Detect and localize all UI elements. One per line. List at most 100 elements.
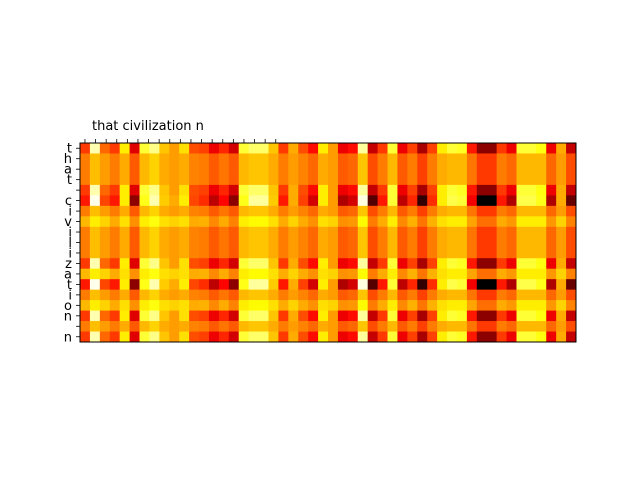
heatmap-cell [427, 237, 438, 249]
heatmap-cell [288, 321, 299, 332]
heatmap-cell [268, 143, 279, 154]
heatmap-cell [447, 258, 458, 270]
heatmap-cell [109, 184, 121, 196]
heatmap-cell [129, 205, 140, 217]
heatmap-cell [208, 321, 220, 332]
heatmap-cell [397, 247, 408, 259]
heatmap-cell [89, 195, 101, 207]
heatmap-cell [179, 174, 190, 186]
heatmap-cell [367, 268, 378, 280]
heatmap-cell [516, 163, 527, 175]
heatmap-cell [199, 195, 210, 207]
heatmap-cell [159, 174, 170, 186]
heatmap-cell [129, 321, 140, 332]
heatmap-cell [536, 279, 547, 291]
heatmap-cell [437, 226, 448, 238]
heatmap-cell [337, 174, 349, 186]
heatmap-cell [437, 289, 448, 301]
heatmap-cell [397, 143, 408, 154]
heatmap-cell [516, 268, 527, 280]
heatmap-cell [367, 184, 378, 196]
heatmap-cell [298, 258, 309, 270]
heatmap-cell [278, 226, 289, 238]
heatmap-cell [179, 163, 190, 175]
heatmap-cell [466, 184, 478, 196]
heatmap-cell [208, 279, 220, 291]
heatmap-cell [377, 268, 388, 280]
heatmap-cell [139, 226, 150, 238]
heatmap-cell [169, 237, 180, 249]
heatmap-cell [506, 247, 517, 259]
heatmap-cell [199, 310, 210, 322]
heatmap-cell [437, 331, 448, 343]
heatmap-cell [536, 174, 547, 186]
heatmap-cell [248, 258, 259, 270]
heatmap-cell [149, 226, 160, 238]
heatmap-cell [238, 163, 250, 175]
heatmap-cell [347, 237, 359, 249]
heatmap-cell [80, 268, 91, 280]
heatmap-cell [526, 153, 537, 165]
heatmap-cell [288, 205, 299, 217]
heatmap-cell [328, 163, 339, 175]
heatmap-cell [427, 184, 438, 196]
heatmap-cell [357, 247, 369, 259]
heatmap-cell [556, 216, 567, 228]
heatmap-cell [298, 279, 309, 291]
heatmap-cell [139, 153, 150, 165]
heatmap-cell [179, 268, 190, 280]
heatmap-cell [506, 279, 517, 291]
heatmap-cell [149, 247, 160, 259]
heatmap-cell [367, 195, 378, 207]
heatmap-cell [476, 237, 488, 249]
heatmap-cell [407, 205, 418, 217]
heatmap-cell [99, 226, 111, 238]
heatmap-cell [496, 143, 507, 154]
heatmap-cell [427, 205, 438, 217]
heatmap-cell [189, 300, 200, 311]
heatmap-cell [298, 289, 309, 301]
heatmap-cell [447, 331, 458, 343]
heatmap-cell [149, 310, 160, 322]
heatmap-cell [546, 321, 557, 332]
heatmap-cell [328, 174, 339, 186]
heatmap-cell [526, 247, 537, 259]
heatmap-cell [119, 258, 130, 270]
heatmap-cell [258, 195, 269, 207]
heatmap-cell [159, 247, 170, 259]
heatmap-cell [99, 163, 111, 175]
heatmap-cell [486, 216, 498, 228]
heatmap-cell [89, 279, 101, 291]
heatmap-cell [516, 289, 527, 301]
heatmap-cell [566, 331, 577, 343]
heatmap-cell [546, 226, 557, 238]
heatmap-cell [119, 279, 130, 291]
heatmap-cell [119, 216, 130, 228]
heatmap-cell [208, 174, 220, 186]
heatmap-cell [149, 195, 160, 207]
heatmap-cell [248, 247, 259, 259]
heatmap-cell [357, 184, 369, 196]
heatmap-cell [486, 321, 498, 332]
heatmap-cell [258, 268, 269, 280]
heatmap-cell [278, 289, 289, 301]
heatmap-cell [139, 331, 150, 343]
heatmap-cell [337, 216, 349, 228]
heatmap-cell [536, 268, 547, 280]
heatmap-cell [556, 174, 567, 186]
heatmap-cell [228, 310, 240, 322]
heatmap-cell [526, 289, 537, 301]
heatmap-cell [109, 205, 121, 217]
heatmap-cell [189, 163, 200, 175]
y-tick-label: v [64, 215, 72, 230]
heatmap-cell [139, 143, 150, 154]
heatmap-cell [407, 143, 418, 154]
heatmap-cell [208, 143, 220, 154]
heatmap-cell [387, 216, 398, 228]
heatmap-cell [357, 258, 369, 270]
heatmap-cell [447, 195, 458, 207]
heatmap-cell [437, 279, 448, 291]
heatmap-cell [238, 143, 250, 154]
heatmap-cell [466, 153, 478, 165]
heatmap-cell [149, 300, 160, 311]
